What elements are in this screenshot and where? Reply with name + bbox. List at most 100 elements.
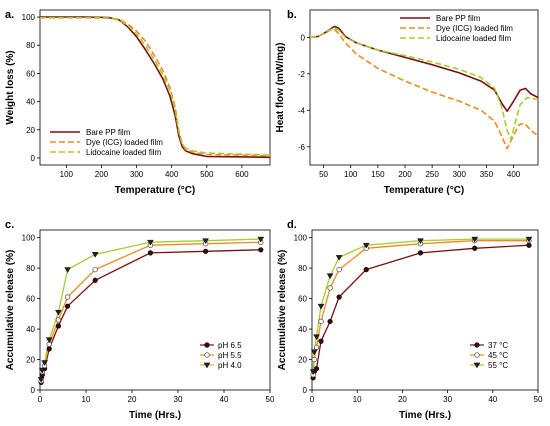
legend-swatch-marker [474,352,480,358]
plot-frame [39,9,271,166]
y-tick-label: 20 [298,356,307,365]
data-point-2 [41,360,48,366]
x-tick-label: 20 [128,395,137,404]
y-tick-label: 100 [22,234,36,243]
data-point-2 [309,369,317,376]
legend: 37 °C45 °C55 °C [470,341,508,370]
legend-swatch-marker [204,352,210,358]
x-tick-label: 30 [443,395,452,404]
legend-swatch-marker [203,362,211,369]
data-point-0 [92,277,98,283]
x-tick-label: 200 [398,170,412,179]
x-tick-label: 200 [95,170,109,179]
legend-swatch-marker [474,342,480,348]
legend-label: Dye (ICG) loaded film [436,24,513,33]
x-tick-label: 0 [38,395,43,404]
x-tick-label: 400 [507,170,521,179]
legend-label: Dye (ICG) loaded film [86,138,163,147]
series-line-2 [40,17,270,156]
data-point-2 [147,239,154,246]
x-tick-label: 100 [344,170,358,179]
y-axis-title: Accumulative release (%) [277,250,288,371]
x-tick-label: 50 [534,395,543,404]
series-line-2 [312,238,529,372]
y-tick-label: -6 [298,143,306,152]
y-tick-label: 20 [26,126,35,135]
y-tick-label: 0 [31,386,36,395]
data-point-0 [258,247,264,253]
x-tick-label: 300 [130,170,144,179]
data-point-1 [327,285,333,291]
data-point-0 [64,303,71,309]
data-point-0 [363,267,369,273]
y-tick-label: 60 [26,69,35,78]
data-point-2 [257,236,265,243]
y-tick-label: 0 [31,154,36,163]
data-point-2 [335,255,343,261]
y-tick-label: 100 [22,13,36,22]
legend-swatch-marker [204,342,210,348]
data-point-0 [203,248,209,254]
y-tick-label: -4 [298,106,306,115]
y-tick-label: 20 [26,356,35,365]
panel-label: d. [287,219,297,231]
plot-frame [39,229,271,391]
y-tick-label: 80 [26,41,35,50]
series-line-0 [310,25,538,112]
y-tick-label: 0 [301,33,306,42]
x-tick-label: 300 [453,170,467,179]
y-tick-label: 0 [303,386,308,395]
panel-a: a. 100 200 300 400 500 600 0 20 40 60 80 100 Temperat… [5,9,271,196]
data-point-1 [55,317,62,323]
data-point-2 [64,267,71,274]
data-point-0 [472,245,478,251]
plot-frame [311,229,539,391]
data-point-2 [45,337,53,344]
data-point-2 [310,349,318,356]
legend-label: Bare PP film [436,14,481,23]
series-line-1 [310,27,538,150]
data-point-0 [46,346,52,352]
x-tick-label: 250 [425,170,439,179]
legend-label: 37 °C [488,341,508,350]
series-line-1 [312,240,529,375]
data-point-0 [336,294,342,300]
data-point-2 [362,242,370,249]
panel-label: c. [5,219,14,231]
data-point-2 [417,238,424,245]
x-tick-label: 350 [480,170,494,179]
data-point-1 [336,266,342,273]
data-point-0 [526,242,532,248]
data-point-2 [91,252,99,258]
data-point-1 [64,294,71,300]
panel-c: c. 0 10 20 30 40 50 0 20 40 60 80 100 Time (Hrs.) Accu… [5,219,275,421]
data-point-2 [471,236,479,243]
y-tick-label: 80 [298,264,307,273]
panel-label: a. [5,9,14,21]
series-line-2 [310,27,538,141]
legend-swatch-marker [473,362,481,369]
x-tick-label: 10 [353,395,362,404]
data-point-2 [37,377,45,383]
x-tick-label: 50 [266,395,275,404]
data-point-2 [317,303,325,310]
panel-b: b. 50 100 150 200 250 300 350 400 -6 -4 -2 0 Temperat… [275,9,539,196]
data-point-0 [55,323,62,329]
x-tick-label: 50 [319,170,328,179]
x-tick-label: 400 [165,170,179,179]
x-tick-label: 20 [398,395,407,404]
x-tick-label: 600 [235,170,249,179]
y-tick-label: 40 [26,325,35,334]
data-point-0 [318,338,324,344]
data-point-0 [417,250,424,256]
legend-label: Lidocaine loaded film [86,148,161,157]
data-point-2 [326,273,334,280]
x-tick-label: 40 [488,395,497,404]
x-tick-label: 0 [310,395,315,404]
data-point-2 [38,367,46,374]
x-tick-label: 40 [220,395,229,404]
legend-label: pH 6.5 [218,341,242,350]
data-point-1 [92,266,98,273]
x-tick-label: 150 [371,170,385,179]
y-axis-title: Heat flow (mW/mg) [275,43,286,133]
